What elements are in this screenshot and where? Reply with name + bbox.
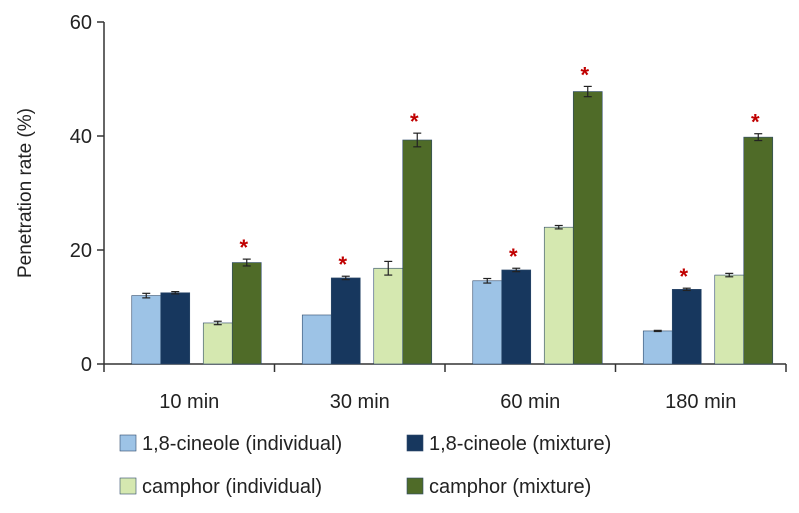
bar <box>160 292 191 365</box>
bar <box>642 330 673 365</box>
y-tick-label: 20 <box>70 240 92 262</box>
bar <box>301 314 332 365</box>
bar <box>543 226 574 365</box>
bar <box>671 289 702 365</box>
significance-star: * <box>338 252 347 277</box>
legend-swatch <box>406 477 424 495</box>
bar <box>572 91 603 365</box>
legend-label: camphor (mixture) <box>429 476 591 498</box>
legend-swatch <box>119 434 137 452</box>
y-tick-label: 60 <box>70 12 92 34</box>
x-tick-label: 180 min <box>665 391 736 413</box>
bar <box>402 139 433 365</box>
y-tick-label: 40 <box>70 126 92 148</box>
x-tick-label: 60 min <box>500 391 560 413</box>
significance-star: * <box>509 244 518 269</box>
significance-star: * <box>751 110 760 135</box>
significance-star: * <box>679 264 688 289</box>
significance-star: * <box>410 109 419 134</box>
y-tick-label: 0 <box>81 354 92 376</box>
legend-swatch <box>119 477 137 495</box>
bar <box>714 274 745 365</box>
legend-swatch <box>406 434 424 452</box>
legend-label: 1,8-cineole (mixture) <box>429 433 611 455</box>
bar <box>373 267 404 365</box>
error-bars <box>142 85 763 333</box>
legend: 1,8-cineole (individual) 1,8-cineole (mix… <box>119 433 611 498</box>
legend-label: 1,8-cineole (individual) <box>142 433 342 455</box>
significance-star: * <box>239 235 248 260</box>
significance-star: * <box>580 62 589 87</box>
bars <box>131 91 774 365</box>
bar <box>743 136 774 365</box>
x-tick-label: 10 min <box>159 391 219 413</box>
bar <box>202 322 233 365</box>
y-axis-title: Penetration rate (%) <box>15 108 36 278</box>
bar <box>231 262 262 365</box>
x-tick-label: 30 min <box>330 391 390 413</box>
legend-label: camphor (individual) <box>142 476 322 498</box>
bar <box>501 269 532 365</box>
significance-markers: * * * * * * * <box>239 62 760 289</box>
bar <box>472 280 503 365</box>
bar <box>131 295 162 365</box>
bar <box>330 277 361 365</box>
tick-labels: 0 20 40 60 Penetration rate (%) 10 min 30 min 6… <box>15 12 736 413</box>
